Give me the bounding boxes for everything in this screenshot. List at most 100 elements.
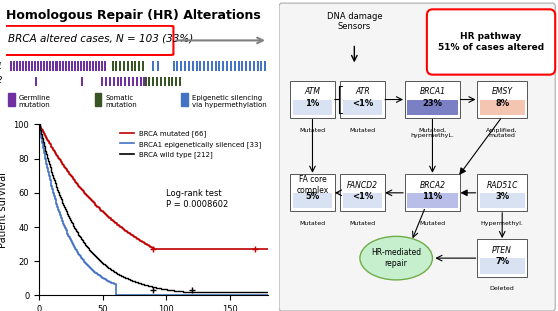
Text: Log-rank test
P = 0.0008602: Log-rank test P = 0.0008602 — [166, 189, 228, 209]
FancyBboxPatch shape — [427, 9, 555, 75]
Bar — [156, 77, 158, 86]
Text: Homologous Repair (HR) Alterations: Homologous Repair (HR) Alterations — [6, 9, 261, 22]
Bar — [105, 77, 107, 86]
Bar — [145, 77, 147, 86]
Text: <1%: <1% — [352, 192, 373, 201]
FancyBboxPatch shape — [405, 174, 460, 211]
Bar — [119, 61, 121, 71]
Bar — [184, 61, 186, 71]
Text: Mutated: Mutated — [300, 221, 325, 226]
Bar — [109, 77, 111, 86]
Text: DNA damage
Sensors: DNA damage Sensors — [326, 12, 382, 31]
Text: 3%: 3% — [495, 192, 509, 201]
FancyBboxPatch shape — [340, 81, 385, 118]
Bar — [102, 77, 103, 86]
Text: 11%: 11% — [422, 192, 442, 201]
Bar — [215, 61, 217, 71]
Text: HR-mediated
repair: HR-mediated repair — [371, 248, 421, 268]
FancyBboxPatch shape — [279, 3, 555, 311]
FancyBboxPatch shape — [407, 100, 458, 115]
Bar — [117, 77, 119, 86]
Bar — [123, 61, 125, 71]
Text: 7%: 7% — [495, 258, 509, 266]
Bar — [245, 61, 247, 71]
FancyBboxPatch shape — [480, 193, 525, 208]
FancyBboxPatch shape — [477, 81, 527, 118]
Text: ATM: ATM — [305, 87, 320, 96]
Bar — [140, 77, 142, 86]
Text: Germline
mutation: Germline mutation — [18, 95, 51, 108]
Bar — [131, 61, 133, 71]
Bar — [83, 61, 85, 71]
Bar — [80, 61, 82, 71]
Bar — [238, 61, 239, 71]
Bar — [218, 61, 220, 71]
Bar — [203, 61, 205, 71]
Bar — [160, 77, 162, 86]
FancyBboxPatch shape — [293, 100, 332, 115]
Bar — [49, 61, 51, 71]
Bar — [68, 61, 70, 71]
Bar — [181, 93, 188, 106]
Bar — [113, 77, 115, 86]
Bar — [31, 61, 33, 71]
FancyBboxPatch shape — [290, 174, 335, 211]
FancyBboxPatch shape — [477, 239, 527, 277]
FancyBboxPatch shape — [480, 100, 525, 115]
Bar — [28, 61, 30, 71]
FancyBboxPatch shape — [343, 100, 382, 115]
Bar — [34, 61, 36, 71]
Text: ATR: ATR — [355, 87, 370, 96]
Bar — [176, 61, 179, 71]
Bar — [37, 61, 39, 71]
Bar — [261, 61, 262, 71]
Bar — [211, 61, 213, 71]
Bar — [188, 61, 190, 71]
Bar — [19, 61, 21, 71]
Bar — [253, 61, 255, 71]
Bar — [142, 61, 144, 71]
Bar — [128, 77, 130, 86]
Bar — [234, 61, 236, 71]
FancyBboxPatch shape — [290, 81, 335, 118]
Text: Deleted: Deleted — [490, 286, 514, 291]
Bar — [16, 61, 18, 71]
Bar — [152, 61, 154, 71]
Bar — [102, 61, 103, 71]
Bar — [89, 61, 91, 71]
Text: FA core
complex: FA core complex — [296, 175, 329, 195]
Bar — [230, 61, 232, 71]
Text: 5%: 5% — [305, 192, 320, 201]
Bar — [95, 61, 97, 71]
Bar — [124, 77, 126, 86]
Bar — [44, 61, 45, 71]
Text: 8%: 8% — [495, 99, 509, 108]
Bar — [172, 61, 175, 71]
Bar — [134, 61, 137, 71]
Text: PTEN: PTEN — [492, 246, 512, 255]
Bar — [81, 77, 83, 86]
Bar — [249, 61, 251, 71]
Text: 1%: 1% — [305, 99, 320, 108]
Bar — [195, 61, 198, 71]
Text: HR pathway
51% of cases altered: HR pathway 51% of cases altered — [438, 32, 544, 52]
Bar — [136, 77, 138, 86]
Bar — [86, 61, 88, 71]
Bar — [143, 77, 146, 86]
Bar — [148, 77, 151, 86]
Text: Epigenetic silencing
via hypermethylation: Epigenetic silencing via hypermethylatio… — [192, 95, 267, 108]
Bar — [74, 61, 76, 71]
Bar — [226, 61, 228, 71]
Bar — [152, 77, 154, 86]
Bar — [207, 61, 209, 71]
Text: Mutated,
hypermethyL.: Mutated, hypermethyL. — [411, 128, 454, 138]
Text: Mutated: Mutated — [300, 128, 325, 132]
FancyBboxPatch shape — [343, 193, 382, 208]
Bar — [77, 61, 79, 71]
Bar — [25, 61, 27, 71]
Text: Hypermethyl.: Hypermethyl. — [481, 221, 523, 226]
Bar — [175, 77, 177, 86]
FancyBboxPatch shape — [407, 193, 458, 208]
Bar — [104, 61, 107, 71]
Text: EMSY: EMSY — [492, 87, 513, 96]
